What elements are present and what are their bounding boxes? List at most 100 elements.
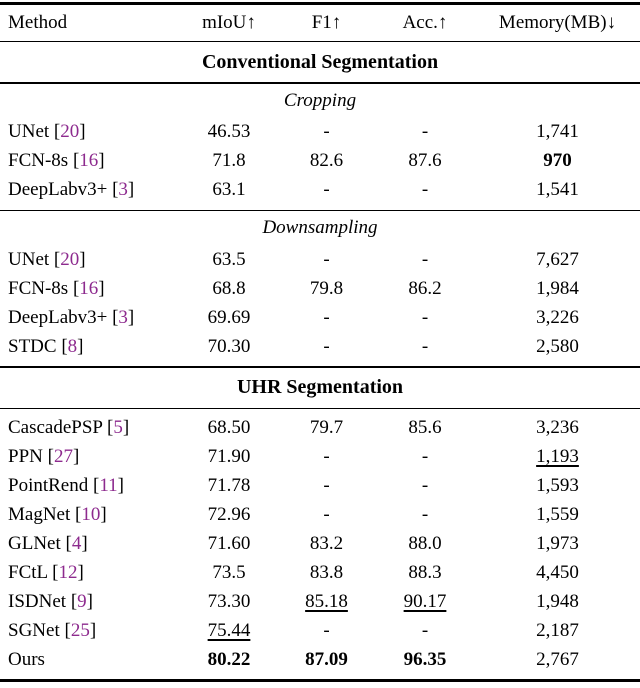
cell-value: 88.0: [408, 532, 442, 554]
cell-f1: 79.8: [278, 278, 375, 300]
cell-value: 87.09: [305, 648, 348, 670]
citation-link[interactable]: 20: [60, 121, 80, 142]
cell-acc: 87.6: [375, 150, 475, 172]
cell-value: 4,450: [536, 561, 579, 583]
cell-f1: 79.7: [278, 417, 375, 439]
cell-memory: 970: [475, 150, 640, 172]
method-cell: GLNet [4]: [0, 533, 180, 555]
table-row: SGNet [25] 75.44 - - 2,187: [0, 616, 640, 645]
citation-link[interactable]: 3: [118, 306, 128, 328]
cell-acc: -: [375, 307, 475, 329]
citation-brackets: [16]: [68, 277, 105, 299]
cell-value: 73.5: [212, 561, 246, 583]
cell-value: 96.35: [403, 648, 447, 670]
cell-value: 71.60: [207, 532, 251, 554]
table-top-rule: [0, 2, 640, 5]
cell-value: 1,973: [536, 532, 579, 554]
method-cell: FCN-8s [16]: [0, 150, 180, 172]
column-header-f1: F1↑: [311, 11, 342, 33]
citation-brackets: [20]: [49, 121, 86, 142]
citation-link[interactable]: 12: [58, 561, 78, 583]
cell-miou: 71.8: [180, 150, 278, 172]
method-name: ISDNet: [8, 590, 67, 612]
subsection-separator-rule: [0, 209, 640, 211]
cell-value: 2,580: [536, 335, 579, 357]
cell-value: 71.90: [207, 445, 251, 467]
cell-value: 73.30: [207, 590, 251, 612]
citation-link[interactable]: 4: [71, 532, 82, 554]
cell-value: 970: [543, 150, 572, 171]
cell-value: 70.30: [207, 335, 251, 357]
cell-value: 80.22: [207, 648, 251, 670]
table-row: UNet [20] 63.5 - - 7,627: [0, 245, 640, 274]
method-cell: CascadePSP [5]: [0, 417, 180, 439]
citation-brackets: [9]: [66, 590, 93, 612]
cell-value: 85.6: [408, 416, 442, 438]
citation-brackets: [20]: [49, 248, 86, 270]
cell-value: 46.53: [207, 121, 251, 142]
subsection-label-downsampling: Downsampling: [262, 217, 378, 238]
method-name: UNet: [8, 121, 50, 142]
cell-miou: 68.8: [180, 278, 278, 300]
citation-brackets: [11]: [88, 474, 124, 496]
table-row: ISDNet [9] 73.30 85.18 90.17 1,948: [0, 587, 640, 616]
citation-brackets: [3]: [107, 306, 135, 328]
section-separator-rule: [0, 366, 640, 368]
citation-link[interactable]: 27: [53, 445, 73, 467]
citation-brackets: [10]: [70, 503, 107, 525]
cell-f1: 83.2: [278, 533, 375, 555]
cell-value: 79.8: [309, 277, 344, 299]
citation-brackets: [8]: [56, 335, 84, 357]
method-name: FCN-8s: [8, 277, 69, 299]
table-row: MagNet [10] 72.96 - - 1,559: [0, 500, 640, 529]
cell-value: 90.17: [403, 590, 447, 612]
cell-value: 1,984: [536, 277, 579, 299]
cell-miou: 71.90: [180, 446, 278, 468]
cell-value: -: [323, 335, 330, 357]
table-row: DeepLabv3+ [3] 63.1 - - 1,541: [0, 176, 640, 205]
citation-brackets: [27]: [42, 445, 80, 467]
citation-link[interactable]: 3: [118, 179, 128, 200]
citation-link[interactable]: 25: [70, 619, 90, 641]
cell-acc: 90.17: [375, 591, 475, 613]
cell-value: -: [421, 335, 429, 357]
cell-f1: -: [278, 121, 375, 143]
cell-value: 69.69: [207, 306, 251, 328]
cell-value: -: [421, 619, 429, 641]
method-name: UNet: [8, 248, 50, 270]
method-name: SGNet: [8, 619, 60, 641]
method-cell: SGNet [25]: [0, 620, 180, 642]
cell-miou: 73.5: [180, 562, 278, 584]
cell-acc: -: [375, 504, 475, 526]
method-cell: FCtL [12]: [0, 562, 180, 584]
citation-brackets: [16]: [68, 150, 105, 171]
citation-link[interactable]: 8: [67, 335, 78, 357]
citation-link[interactable]: 9: [77, 590, 87, 612]
method-name: PPN: [8, 445, 43, 467]
cell-f1: -: [278, 307, 375, 329]
cell-memory: 7,627: [475, 249, 640, 271]
cell-value: 1,559: [536, 503, 579, 525]
section-header-bottom-rule: [0, 82, 640, 84]
cell-f1: 82.6: [278, 150, 375, 172]
table-body: Conventional Segmentation Cropping UNet [2…: [0, 42, 640, 679]
cell-f1: 85.18: [278, 591, 375, 613]
cell-value: 1,948: [536, 590, 579, 612]
citation-link[interactable]: 10: [81, 503, 101, 525]
citation-link[interactable]: 11: [99, 474, 118, 496]
column-header-memory: Memory(MB)↓: [498, 11, 617, 33]
method-name: FCtL: [8, 561, 48, 583]
cell-value: 3,236: [536, 416, 579, 438]
citation-link[interactable]: 20: [60, 248, 80, 270]
cell-memory: 3,236: [475, 417, 640, 439]
cell-acc: -: [375, 446, 475, 468]
cell-f1: -: [278, 446, 375, 468]
cell-f1: -: [278, 475, 375, 497]
citation-link[interactable]: 5: [113, 416, 123, 438]
citation-link[interactable]: 16: [79, 277, 99, 299]
cell-miou: 63.5: [180, 249, 278, 271]
cell-value: 88.3: [408, 561, 442, 583]
cell-miou: 80.22: [180, 649, 278, 671]
citation-link[interactable]: 16: [79, 150, 99, 171]
cell-miou: 63.1: [180, 179, 278, 201]
